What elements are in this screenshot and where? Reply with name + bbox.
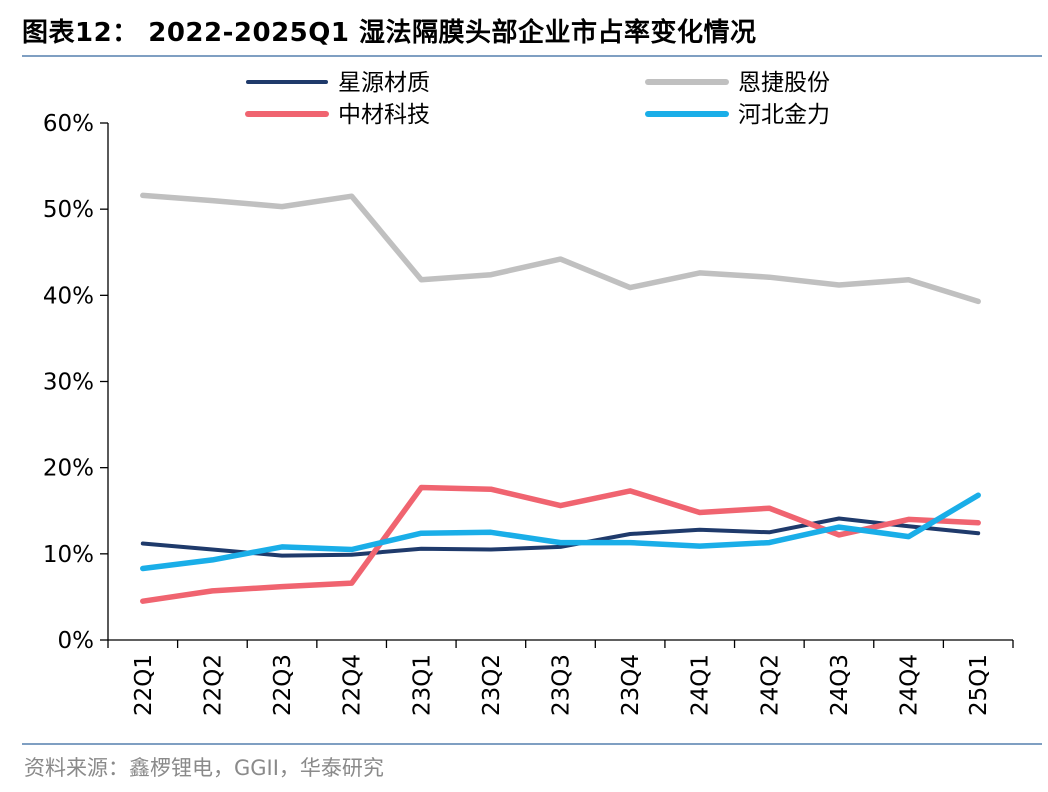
- y-tick-label: 50%: [43, 197, 94, 223]
- footer-divider: [22, 743, 1042, 745]
- title-divider: [22, 55, 1042, 57]
- y-tick-label: 0%: [58, 628, 95, 654]
- x-tick-label: 22Q4: [340, 654, 366, 716]
- chart-title: 图表12： 2022-2025Q1 湿法隔膜头部企业市占率变化情况: [22, 18, 757, 48]
- x-tick-label: 23Q2: [479, 654, 505, 716]
- series-line-0: [140, 516, 981, 558]
- series-line-2: [140, 484, 981, 604]
- y-tick-label: 10%: [43, 542, 94, 568]
- y-tick-label: 20%: [43, 456, 94, 482]
- x-tick-label: 22Q2: [200, 654, 226, 716]
- y-tick-label: 60%: [43, 111, 94, 137]
- source-note: 资料来源：鑫椤锂电，GGII，华泰研究: [24, 756, 384, 780]
- legend-label-3: 河北金力: [738, 102, 830, 128]
- x-tick-label: 23Q3: [549, 654, 575, 716]
- axes: 0% 10% 20% 30% 40% 50% 60% 22Q1 22Q2 22Q3 22Q4 23Q1…: [43, 111, 1014, 716]
- x-tick-label: 24Q2: [757, 654, 783, 716]
- y-tick-label: 30%: [43, 370, 94, 396]
- series-line-3: [140, 492, 981, 572]
- legend-label-0: 星源材质: [338, 70, 430, 96]
- series-line-1: [140, 192, 981, 305]
- x-tick-label: 25Q1: [966, 654, 992, 716]
- x-tick-label: 24Q3: [827, 654, 853, 716]
- x-tick-label: 23Q4: [618, 654, 644, 716]
- x-tick-label: 24Q1: [688, 654, 714, 716]
- series-lines: [140, 192, 981, 604]
- x-tick-label: 24Q4: [897, 654, 923, 716]
- x-tick-label: 22Q3: [270, 654, 296, 716]
- y-tick-label: 40%: [43, 283, 94, 309]
- legend-label-2: 中材科技: [338, 102, 430, 128]
- legend-label-1: 恩捷股份: [738, 70, 830, 96]
- x-tick-label: 23Q1: [409, 654, 435, 716]
- x-tick-label: 22Q1: [131, 654, 157, 716]
